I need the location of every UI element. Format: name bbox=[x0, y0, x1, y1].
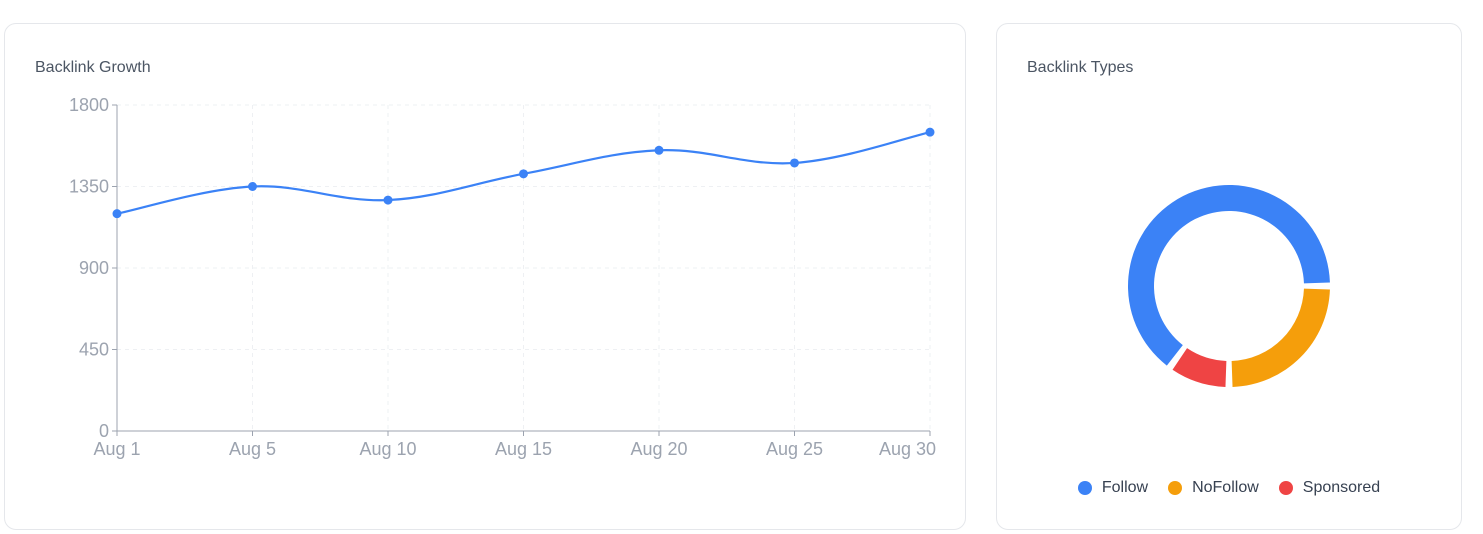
backlink-growth-title: Backlink Growth bbox=[35, 59, 151, 76]
data-point[interactable] bbox=[790, 158, 799, 168]
legend-swatch-nofollow bbox=[1168, 481, 1183, 495]
data-point[interactable] bbox=[248, 182, 257, 191]
x-tick-label: Aug 30 bbox=[879, 439, 936, 459]
data-point[interactable] bbox=[654, 145, 664, 155]
y-tick-label: 1800 bbox=[69, 95, 109, 115]
x-tick-label: Aug 10 bbox=[359, 439, 416, 459]
y-tick-label: 0 bbox=[99, 421, 109, 441]
legend-item-follow[interactable]: Follow bbox=[1077, 479, 1149, 497]
x-tick-label: Aug 1 bbox=[93, 439, 140, 459]
y-tick-label: 900 bbox=[79, 258, 109, 278]
backlink-types-chart bbox=[1128, 184, 1330, 387]
legend-label-sponsored: Sponsored bbox=[1302, 479, 1381, 496]
legend-item-nofollow[interactable]: NoFollow bbox=[1168, 479, 1259, 497]
backlink-types-legend: Follow NoFollow Sponsored bbox=[997, 479, 1461, 497]
x-tick-label: Aug 25 bbox=[766, 439, 823, 459]
data-point[interactable] bbox=[383, 195, 393, 205]
x-tick-label: Aug 20 bbox=[630, 439, 687, 459]
legend-item-sponsored[interactable]: Sponsored bbox=[1278, 479, 1381, 497]
x-tick-label: Aug 15 bbox=[495, 439, 552, 459]
legend-swatch-sponsored bbox=[1278, 481, 1293, 495]
data-point[interactable] bbox=[519, 169, 528, 179]
legend-swatch-follow bbox=[1077, 481, 1092, 495]
x-tick-label: Aug 5 bbox=[229, 439, 276, 459]
donut-slice-sponsored[interactable] bbox=[1172, 348, 1227, 387]
donut-slice-follow[interactable] bbox=[1128, 184, 1330, 366]
data-point[interactable] bbox=[112, 209, 122, 219]
backlink-types-card: Backlink Types Follow NoFollow Sponsored bbox=[996, 23, 1462, 530]
legend-label-follow: Follow bbox=[1101, 479, 1149, 496]
y-tick-label: 450 bbox=[79, 340, 109, 360]
backlink-growth-card: Backlink Growth 0 450 900 1350 1800 Aug 1 Aug … bbox=[4, 23, 966, 530]
legend-label-nofollow: NoFollow bbox=[1192, 479, 1259, 496]
backlink-types-title: Backlink Types bbox=[1027, 59, 1134, 76]
donut-slice-nofollow[interactable] bbox=[1231, 288, 1330, 387]
backlink-growth-chart: 0 450 900 1350 1800 Aug 1 Aug 5 Aug 10 Aug 15 Aug… bbox=[69, 95, 936, 459]
data-point[interactable] bbox=[925, 127, 935, 137]
y-tick-label: 1350 bbox=[69, 177, 109, 197]
